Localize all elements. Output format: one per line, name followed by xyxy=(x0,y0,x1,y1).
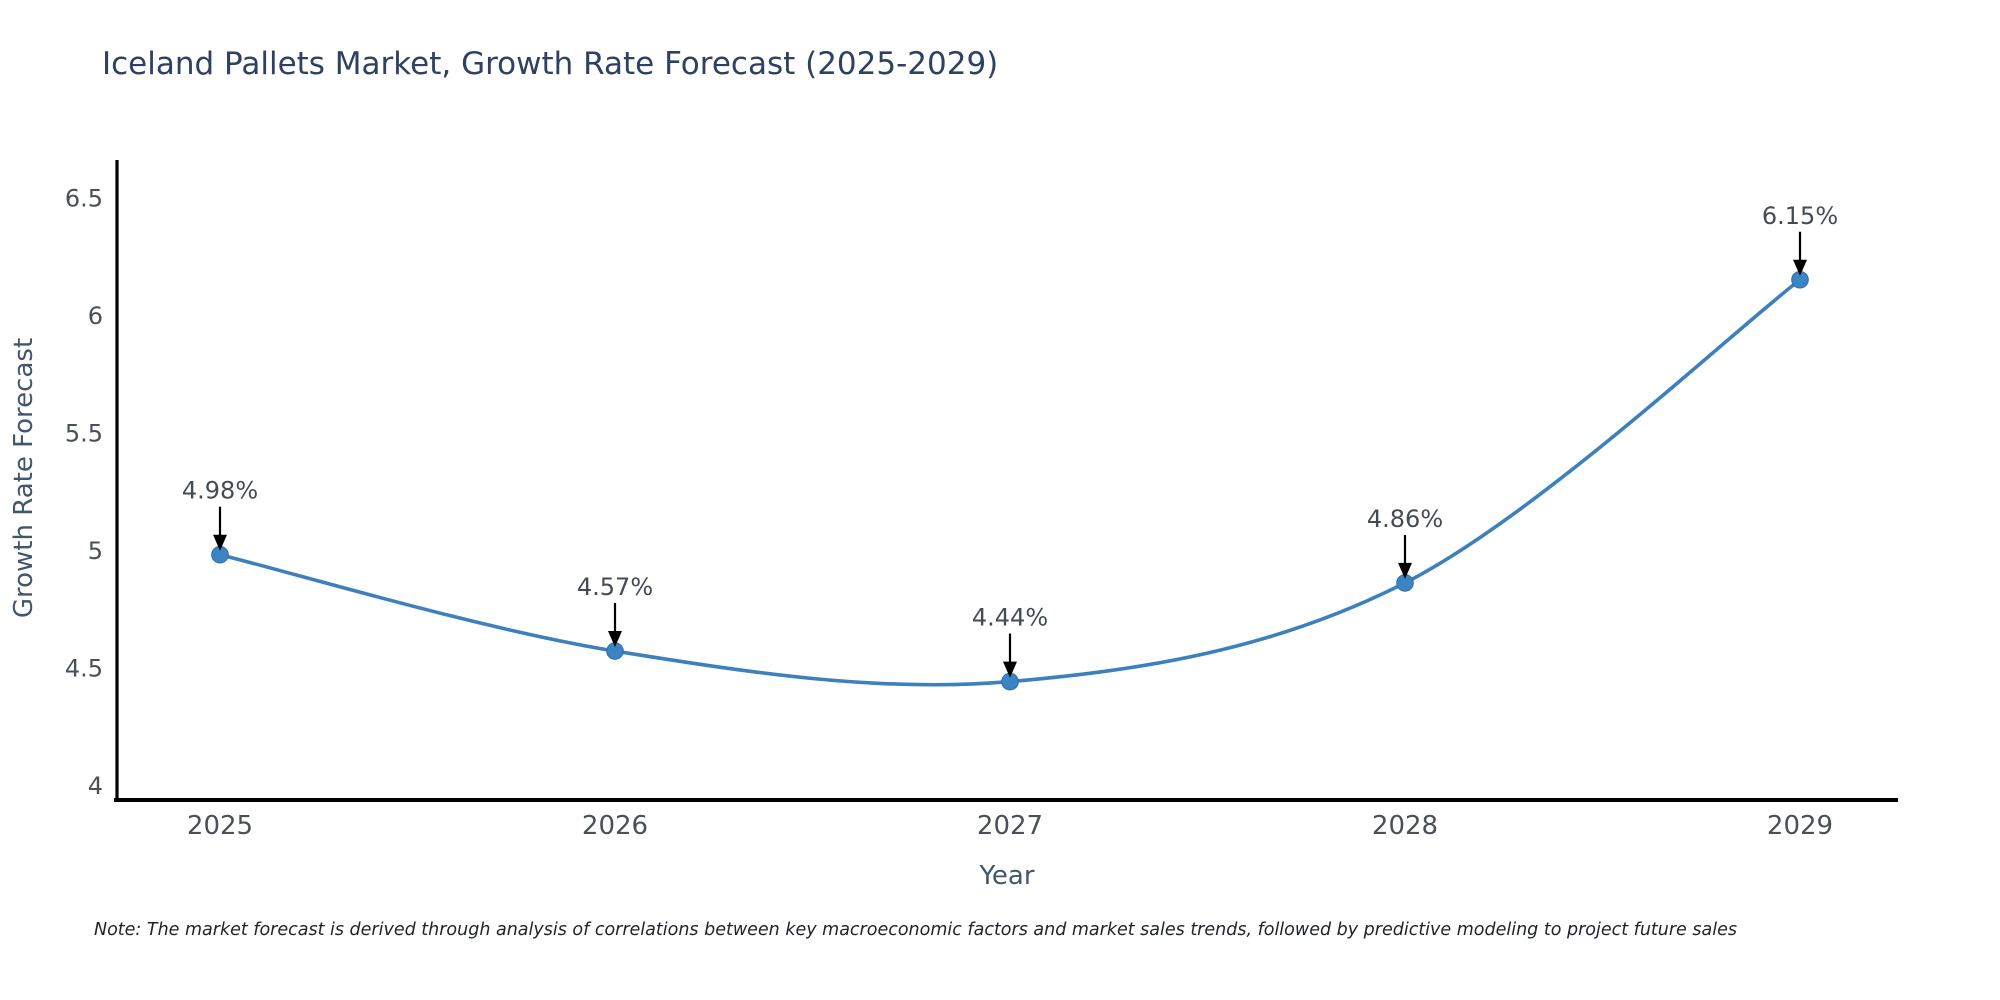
x-tick-label: 2025 xyxy=(187,811,253,841)
y-tick-label: 6 xyxy=(88,302,103,330)
y-tick-label: 4.5 xyxy=(65,655,103,683)
y-tick-label: 6.5 xyxy=(65,185,103,213)
point-value-label: 4.86% xyxy=(1367,505,1443,533)
annotation-arrow-head xyxy=(1793,259,1807,276)
annotation-arrow-head xyxy=(213,534,227,551)
x-axis-title: Year xyxy=(979,861,1035,891)
x-tick-label: 2026 xyxy=(582,811,648,841)
x-tick-label: 2028 xyxy=(1372,811,1438,841)
y-tick-label: 4 xyxy=(88,772,103,800)
annotation-arrow-head xyxy=(1003,661,1017,678)
series-line xyxy=(218,277,1802,687)
point-value-label: 6.15% xyxy=(1762,202,1838,230)
footnote: Note: The market forecast is derived thr… xyxy=(94,920,1737,940)
annotation-arrow-head xyxy=(1398,562,1412,579)
x-tick-label: 2029 xyxy=(1767,811,1833,841)
y-tick-label: 5.5 xyxy=(65,420,103,448)
point-value-label: 4.44% xyxy=(972,604,1048,632)
y-tick-label: 5 xyxy=(88,537,103,565)
x-tick-label: 2027 xyxy=(977,811,1043,841)
point-value-label: 4.98% xyxy=(182,477,258,505)
annotation-arrow-head xyxy=(608,631,622,648)
point-value-label: 4.57% xyxy=(577,573,653,601)
chart-title: Iceland Pallets Market, Growth Rate Fore… xyxy=(102,46,999,82)
